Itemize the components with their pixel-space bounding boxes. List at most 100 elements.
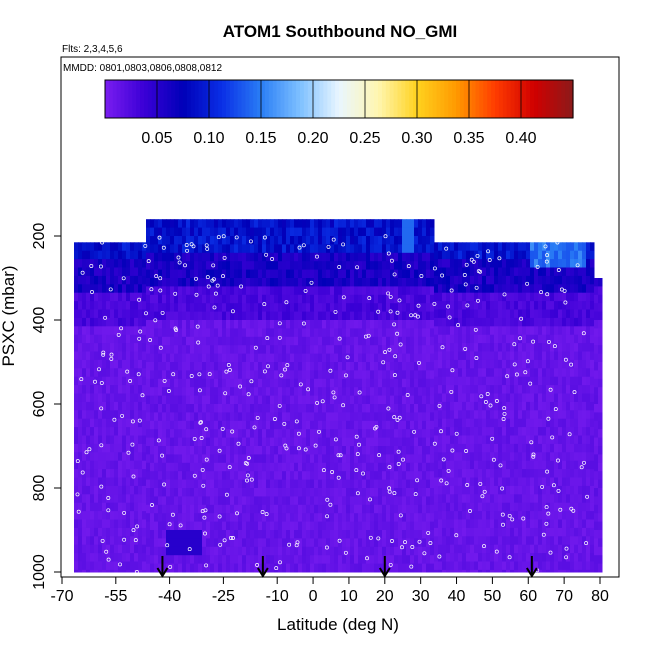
heat-cell bbox=[386, 370, 391, 380]
heat-cell bbox=[330, 219, 335, 229]
heat-cell bbox=[402, 362, 407, 371]
heat-cell bbox=[210, 404, 215, 413]
heat-cell bbox=[542, 443, 547, 453]
heat-cell bbox=[334, 345, 339, 355]
heat-cell bbox=[222, 479, 227, 489]
heat-cell bbox=[82, 460, 87, 470]
heat-cell bbox=[266, 227, 271, 237]
heat-cell bbox=[318, 538, 323, 548]
heat-cell bbox=[86, 569, 91, 573]
heat-cell bbox=[462, 267, 467, 277]
heat-cell bbox=[166, 378, 171, 388]
heat-cell bbox=[502, 284, 507, 294]
heat-cell bbox=[110, 393, 115, 403]
heat-cell bbox=[430, 227, 435, 237]
heat-cell bbox=[222, 261, 227, 271]
heat-cell bbox=[310, 219, 315, 229]
heat-cell bbox=[510, 452, 515, 462]
heat-cell bbox=[198, 244, 203, 254]
heat-cell bbox=[410, 462, 415, 472]
heat-cell bbox=[354, 286, 359, 296]
heat-cell bbox=[74, 259, 79, 268]
heat-cell bbox=[242, 236, 247, 245]
heat-cell bbox=[270, 563, 275, 573]
heat-cell bbox=[294, 563, 299, 573]
heat-cell bbox=[426, 227, 431, 237]
heat-cell bbox=[310, 261, 315, 271]
heat-cell bbox=[150, 227, 155, 237]
heat-cell bbox=[294, 546, 299, 556]
heat-cell bbox=[238, 227, 243, 237]
heat-cell bbox=[86, 393, 91, 403]
heat-cell bbox=[398, 555, 403, 565]
heat-cell bbox=[390, 395, 395, 405]
heat-cell bbox=[270, 378, 275, 388]
heat-cell bbox=[334, 555, 339, 565]
heat-cell bbox=[546, 385, 551, 394]
heat-cell bbox=[302, 412, 307, 422]
heat-cell bbox=[302, 336, 307, 346]
heat-cell bbox=[314, 521, 319, 531]
heat-cell bbox=[514, 443, 519, 453]
heat-cell bbox=[142, 385, 147, 394]
heat-cell bbox=[374, 303, 379, 313]
heat-cell bbox=[422, 437, 427, 447]
heat-cell bbox=[410, 446, 415, 455]
heat-cell bbox=[498, 553, 503, 562]
heat-cell bbox=[282, 538, 287, 548]
heat-cell bbox=[154, 269, 159, 279]
heat-cell bbox=[522, 477, 527, 487]
heat-cell bbox=[158, 420, 163, 430]
heat-cell bbox=[250, 353, 255, 363]
heat-cell bbox=[254, 462, 259, 472]
heat-cell bbox=[114, 284, 119, 294]
heat-cell bbox=[234, 244, 239, 254]
heat-cell bbox=[262, 227, 267, 237]
heat-cell bbox=[138, 301, 143, 310]
heat-cell bbox=[102, 519, 107, 529]
heat-cell bbox=[234, 563, 239, 573]
heat-cell bbox=[254, 488, 259, 497]
heat-cell bbox=[186, 429, 191, 439]
heat-cell bbox=[522, 410, 527, 420]
heat-cell bbox=[306, 471, 311, 481]
heat-cell bbox=[262, 286, 267, 296]
heat-cell bbox=[370, 294, 375, 304]
heat-cell bbox=[446, 385, 451, 394]
heat-cell bbox=[554, 527, 559, 537]
heat-cell bbox=[134, 561, 139, 571]
heat-cell bbox=[430, 513, 435, 523]
heat-cell bbox=[154, 336, 159, 346]
heat-cell bbox=[222, 504, 227, 514]
heat-cell bbox=[218, 446, 223, 455]
heat-cell bbox=[170, 261, 175, 271]
heat-cell bbox=[482, 267, 487, 277]
heat-cell bbox=[302, 362, 307, 371]
heat-cell bbox=[430, 252, 435, 262]
heat-cell bbox=[250, 278, 255, 287]
heat-cell bbox=[338, 563, 343, 573]
heat-cell bbox=[114, 418, 119, 428]
heat-cell bbox=[202, 387, 207, 397]
heat-cell bbox=[498, 536, 503, 546]
heat-cell bbox=[490, 519, 495, 529]
heat-cell bbox=[102, 410, 107, 420]
heat-cell bbox=[158, 412, 163, 422]
heat-cell bbox=[214, 345, 219, 355]
heat-cell bbox=[286, 236, 291, 245]
heat-cell bbox=[150, 521, 155, 531]
heat-cell bbox=[298, 513, 303, 523]
heat-cell bbox=[146, 362, 151, 371]
heat-cell bbox=[482, 569, 487, 573]
heat-cell bbox=[310, 286, 315, 296]
heat-cell bbox=[82, 275, 87, 285]
heat-cell bbox=[174, 378, 179, 388]
heat-cell bbox=[162, 353, 167, 363]
heat-cell bbox=[426, 362, 431, 371]
heat-cell bbox=[230, 387, 235, 397]
heat-cell bbox=[466, 502, 471, 512]
heat-cell bbox=[530, 536, 535, 546]
heat-cell bbox=[506, 275, 511, 285]
heat-cell bbox=[410, 336, 415, 346]
heat-cell bbox=[150, 563, 155, 573]
